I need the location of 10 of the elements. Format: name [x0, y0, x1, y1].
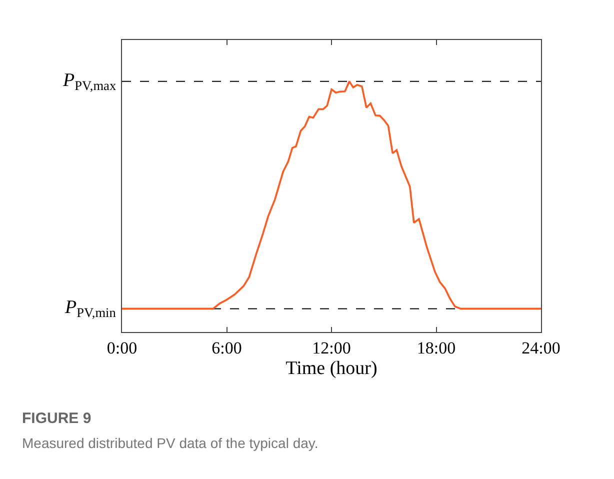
ref-line-label: P$_{PV,min}$ — [64, 297, 116, 320]
x-tick-label: 6:00 — [212, 338, 242, 358]
x-axis-title: Time (hour) — [286, 358, 378, 380]
x-tick-label: 0:00 — [106, 338, 138, 358]
text: Measured distributed PV data of the typical day. — [22, 435, 318, 451]
ref-line-label: P$_{PV,max}$ — [62, 70, 116, 93]
caption: FIGURE 9 — [22, 410, 92, 427]
x-tick-label: 18:00 — [416, 338, 456, 358]
x-tick-label: 24:00 — [522, 338, 560, 358]
x-tick-label: 12:00 — [312, 338, 351, 358]
